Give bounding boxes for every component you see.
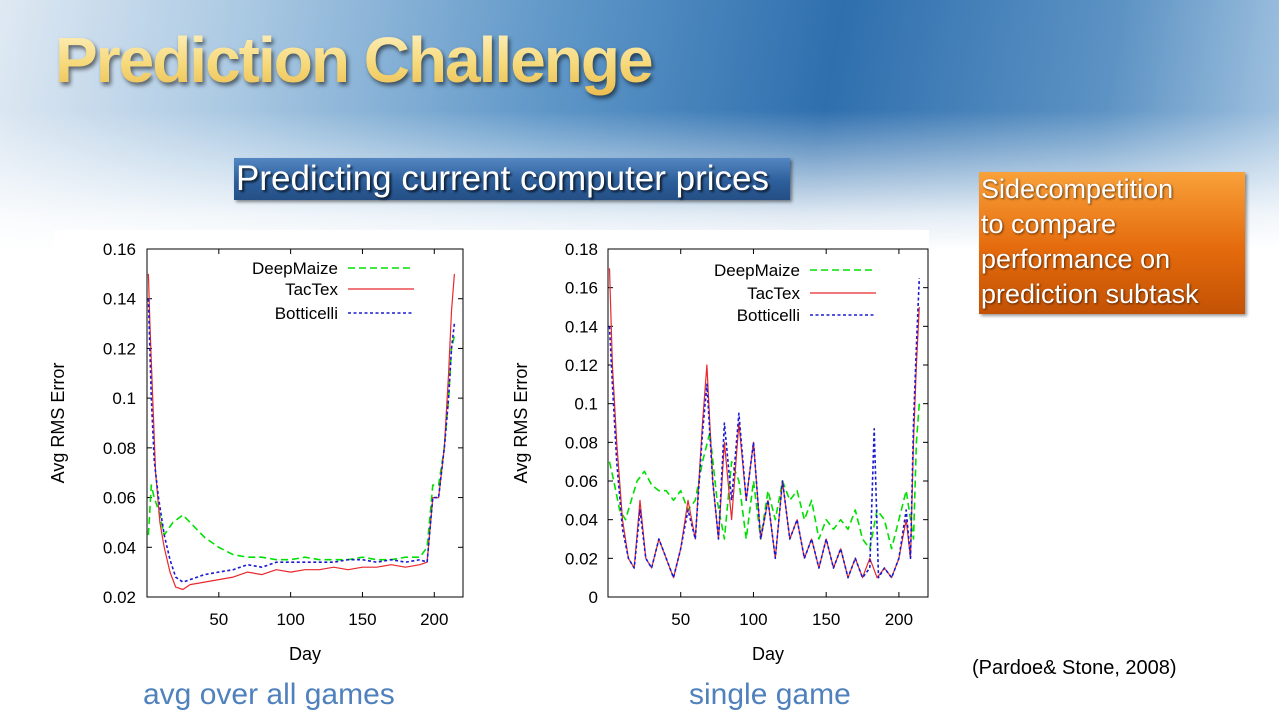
legend-label: TacTex [747,284,800,303]
y-axis-title: Avg RMS Error [511,363,531,484]
series-line-tactex [147,273,455,591]
legend-label: DeepMaize [714,261,800,280]
side-note: Sidecompetition to compare performance o… [981,172,1251,312]
y-tick-label: 0.06 [103,489,136,508]
legend-label: Botticelli [737,306,800,325]
y-tick-label: 0.08 [103,439,136,458]
x-tick-label: 50 [209,610,228,629]
y-axis-title: Avg RMS Error [48,363,68,484]
x-tick-label: 150 [812,610,840,629]
slide-title: Prediction Challenge [55,20,654,100]
subtitle-text: Predicting current computer prices [236,159,769,198]
caption-right: single game [689,678,851,711]
legend-label: Botticelli [275,304,338,323]
x-tick-label: 150 [348,610,376,629]
series-line-deepmaize [608,403,921,550]
y-tick-label: 0.04 [103,538,136,557]
x-tick-label: 50 [671,610,690,629]
y-tick-label: 0.1 [574,395,598,414]
subtitle-banner [234,158,790,200]
x-tick-label: 100 [739,610,767,629]
y-tick-label: 0.08 [565,433,598,452]
side-note-line: to compare [981,209,1117,239]
caption-left: avg over all games [143,678,395,711]
series-line-tactex [608,268,920,579]
plot-frame [607,248,929,598]
chart-single-game: 0 0.02 0.04 0.06 0.08 0.1 0.12 0.14 0.16 0.18 50 10… [511,240,929,664]
legend-label: TacTex [285,280,338,299]
y-tick-label: 0 [589,588,598,607]
y-tick-label: 0.16 [565,279,598,298]
series-line-deepmaize [147,335,456,561]
side-note-line: performance on [981,244,1171,274]
x-tick-label: 200 [420,610,448,629]
x-axis-title: Day [289,644,321,664]
y-tick-label: 0.02 [103,588,136,607]
y-tick-label: 0.14 [565,317,598,336]
legend-label: DeepMaize [252,259,338,278]
chart-avg-over-all-games: 0.02 0.04 0.06 0.08 0.1 0.12 0.14 0.16 50 100 150 2… [48,240,464,664]
series-line-botticelli [608,277,921,579]
side-note-line: prediction subtask [981,279,1199,309]
x-tick-label: 200 [885,610,913,629]
y-tick-label: 0.06 [565,472,598,491]
side-note-line: Sidecompetition [981,174,1174,204]
citation: (Pardoe& Stone, 2008) [972,657,1177,679]
y-tick-label: 0.12 [565,356,598,375]
x-axis-title: Day [752,644,784,664]
y-tick-label: 0.02 [565,549,598,568]
y-tick-label: 0.18 [565,240,598,259]
plot-frame [146,248,464,598]
side-note-box [979,172,1245,314]
y-tick-label: 0.16 [103,240,136,259]
y-tick-label: 0.14 [103,290,136,309]
series-line-botticelli [147,298,456,583]
y-tick-label: 0.12 [103,339,136,358]
y-tick-label: 0.1 [112,389,136,408]
y-tick-label: 0.04 [565,511,598,530]
x-tick-label: 100 [276,610,304,629]
